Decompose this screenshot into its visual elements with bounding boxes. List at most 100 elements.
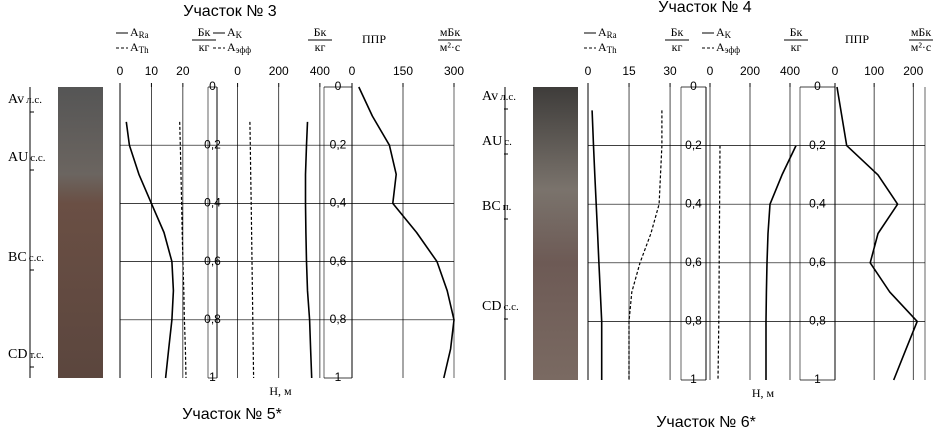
x-tick-label: 150 bbox=[393, 64, 413, 78]
y-tick-label: 0,6 bbox=[204, 254, 221, 268]
text-part: A bbox=[716, 40, 725, 54]
x-tick-label: 0 bbox=[832, 64, 839, 78]
y-tick-label: 0,2 bbox=[204, 137, 221, 151]
y-tick-label: 0,8 bbox=[685, 314, 702, 328]
x-tick-label: 0 bbox=[117, 64, 124, 78]
x-tick-label: 30 bbox=[663, 64, 677, 78]
text-part: K bbox=[236, 30, 243, 40]
series-line bbox=[591, 110, 603, 380]
legend-label: AK bbox=[716, 25, 732, 40]
horizon-label: Av л.с. bbox=[482, 89, 516, 104]
plot-frame bbox=[217, 87, 324, 378]
text-part: K bbox=[725, 30, 732, 40]
series-line bbox=[717, 145, 721, 381]
soil-photo bbox=[58, 87, 103, 378]
series-line bbox=[249, 121, 255, 379]
unit-top: мБк bbox=[911, 25, 931, 39]
text-part: т.с. bbox=[29, 349, 44, 361]
x-tick-label: 15 bbox=[622, 64, 636, 78]
x-tick-label: 400 bbox=[780, 64, 800, 78]
text-part: AU bbox=[8, 150, 28, 165]
y-axis-label: Н, м bbox=[752, 386, 775, 400]
text-part: л.с. bbox=[26, 94, 42, 106]
x-tick-label: 20 bbox=[176, 64, 190, 78]
unit-bottom: кг bbox=[791, 40, 802, 54]
text-part: A bbox=[227, 40, 236, 54]
unit-top: Бк bbox=[314, 25, 327, 39]
legend-label: ARa bbox=[598, 25, 617, 40]
unit-top: Бк bbox=[790, 25, 803, 39]
y-tick-label: 0 bbox=[335, 79, 342, 93]
series-line bbox=[125, 121, 175, 379]
y-tick-label: 1 bbox=[814, 372, 821, 386]
y-tick-label: 0,6 bbox=[685, 255, 702, 269]
x-tick-label: 400 bbox=[310, 64, 330, 78]
text-part: с.с. bbox=[29, 252, 45, 264]
x-tick-label: 0 bbox=[234, 64, 241, 78]
series-line bbox=[304, 121, 313, 379]
text-part: CD bbox=[8, 347, 27, 362]
legend-label: ППР bbox=[362, 32, 386, 46]
text-part: A bbox=[716, 25, 725, 39]
text-part: Ra bbox=[139, 30, 149, 40]
x-tick-label: 200 bbox=[269, 64, 289, 78]
unit-bottom: кг bbox=[199, 40, 210, 54]
text-part: эфф bbox=[236, 45, 252, 55]
y-tick-label: 0,2 bbox=[809, 138, 826, 152]
legend-label: ППР bbox=[845, 32, 869, 46]
horizon-label: BC с.с. bbox=[8, 250, 44, 265]
y-tick-label: 0 bbox=[814, 79, 821, 93]
unit-bottom: кг bbox=[315, 40, 326, 54]
text-part: Th bbox=[139, 45, 149, 55]
text-part: A bbox=[598, 25, 607, 39]
text-part: A bbox=[598, 40, 607, 54]
text-part: Ra bbox=[607, 30, 617, 40]
x-tick-label: 0 bbox=[707, 64, 714, 78]
legend-label: Aэфф bbox=[227, 40, 251, 55]
site-caption: Участок № 5* bbox=[182, 406, 282, 423]
y-tick-label: 1 bbox=[335, 370, 342, 384]
text-part: с.с. bbox=[30, 152, 46, 164]
x-tick-label: 0 bbox=[349, 64, 356, 78]
series-line bbox=[179, 121, 187, 379]
series-line bbox=[836, 86, 918, 381]
y-tick-label: 0,2 bbox=[685, 138, 702, 152]
text-part: л.с. bbox=[500, 91, 516, 103]
text-part: п. bbox=[503, 201, 512, 213]
legend-label: AK bbox=[227, 25, 243, 40]
text-part: Th bbox=[607, 45, 617, 55]
text-part: Av bbox=[8, 92, 24, 107]
y-tick-label: 0 bbox=[690, 79, 697, 93]
x-tick-label: 200 bbox=[740, 64, 760, 78]
y-tick-label: 0,8 bbox=[204, 312, 221, 326]
series-line bbox=[628, 110, 663, 380]
plot-frame bbox=[706, 87, 800, 380]
horizon-label: BC п. bbox=[482, 199, 512, 214]
series-line bbox=[765, 145, 797, 380]
text-part: A bbox=[130, 25, 139, 39]
unit-top: мБк bbox=[440, 25, 460, 39]
text-part: CD bbox=[482, 299, 501, 314]
horizon-label: CD с.с. bbox=[482, 299, 519, 314]
horizon-label: AU с. bbox=[482, 134, 512, 149]
x-tick-label: 10 bbox=[145, 64, 159, 78]
unit-bottom: м²·с bbox=[440, 40, 461, 54]
legend-label: Aэфф bbox=[716, 40, 740, 55]
legend-label: ARa bbox=[130, 25, 149, 40]
horizon-label: CD т.с. bbox=[8, 347, 44, 362]
x-tick-label: 300 bbox=[444, 64, 464, 78]
text-part: AU bbox=[482, 134, 502, 149]
text-part: BC bbox=[8, 250, 27, 265]
text-part: BC bbox=[482, 199, 501, 214]
unit-top: Бк bbox=[198, 25, 211, 39]
site-title: Участок № 3 bbox=[183, 3, 277, 20]
y-tick-label: 0,4 bbox=[685, 196, 702, 210]
text-part: Av bbox=[482, 89, 498, 104]
x-tick-label: 0 bbox=[585, 64, 592, 78]
y-tick-label: 1 bbox=[690, 372, 697, 386]
x-tick-label: 200 bbox=[903, 64, 923, 78]
text-part: A bbox=[130, 40, 139, 54]
y-tick-label: 0,6 bbox=[330, 254, 347, 268]
horizon-label: Av л.с. bbox=[8, 92, 42, 107]
